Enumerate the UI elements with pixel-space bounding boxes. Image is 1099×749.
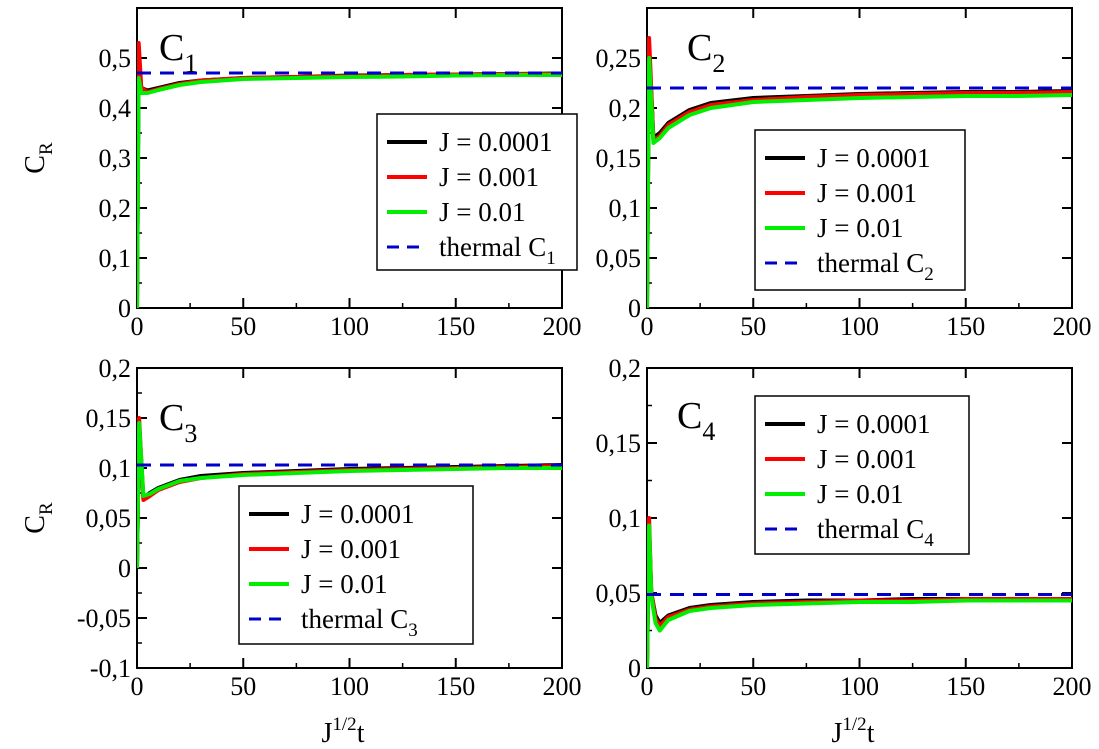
legend-entry-label: J = 0.0001	[439, 127, 552, 157]
legend-entry-label: J = 0.01	[817, 479, 903, 509]
legend-entry-label: J = 0.001	[817, 444, 917, 474]
legend-entry-label: thermal C1	[439, 232, 556, 269]
x-tick-label: 150	[946, 672, 985, 701]
legend-entry-label: J = 0.01	[439, 197, 525, 227]
y-axis-label: CR	[20, 502, 57, 534]
x-tick-label: 100	[330, 672, 369, 701]
legend: J = 0.0001 J = 0.001 J = 0.01 thermal C1	[376, 113, 578, 271]
y-tick-label: 0,3	[99, 144, 132, 173]
x-tick-label: 0	[641, 672, 654, 701]
panel-title: C4	[677, 395, 715, 446]
y-tick-label: 0,05	[86, 504, 132, 533]
y-tick-label: 0,15	[86, 404, 132, 433]
legend-entry-label: J = 0.001	[439, 162, 539, 192]
panel-title: C1	[159, 27, 197, 78]
y-tick-label: 0,2	[99, 194, 132, 223]
y-tick-label: 0	[118, 554, 131, 583]
legend-entry-label: J = 0.01	[301, 569, 387, 599]
legend-entry-label: J = 0.01	[817, 213, 903, 243]
y-tick-label: 0,2	[99, 354, 132, 383]
legend: J = 0.0001 J = 0.001 J = 0.01 thermal C2	[754, 129, 966, 291]
x-axis-label: J1/2t	[832, 714, 875, 749]
y-tick-label: 0,25	[596, 44, 642, 73]
y-tick-label: 0,4	[99, 94, 132, 123]
series-line-2	[137, 73, 562, 308]
y-tick-label: 0,1	[609, 194, 642, 223]
y-tick-label: 0,1	[609, 504, 642, 533]
y-tick-label: 0	[628, 294, 641, 323]
legend-entry-label: J = 0.001	[817, 178, 917, 208]
x-tick-label: 0	[641, 312, 654, 341]
y-tick-label: 0,15	[596, 429, 642, 458]
x-tick-label: 50	[740, 672, 766, 701]
legend-entry-label: J = 0.001	[301, 534, 401, 564]
legend-entry-label: thermal C2	[817, 248, 934, 285]
series-group	[137, 41, 562, 308]
legend: J = 0.0001 J = 0.001 J = 0.01 thermal C3	[238, 485, 474, 645]
panel-title: C2	[687, 27, 725, 78]
series-line-2	[647, 56, 1072, 308]
panel-c1: 0 50 100 150 200 0 0,1 0,2 0,3 0,4 0,5 CR C1 J = 0.00…	[20, 7, 582, 341]
series-group	[647, 36, 1072, 308]
series-group	[647, 516, 1072, 668]
x-tick-label: 50	[230, 312, 256, 341]
x-tick-label: 100	[840, 672, 879, 701]
legend: J = 0.0001 J = 0.001 J = 0.01 thermal C4	[754, 395, 970, 555]
x-tick-label: 200	[1053, 312, 1092, 341]
series-line-2	[647, 523, 1072, 668]
x-tick-label: 150	[436, 312, 475, 341]
panel-c2: 0 50 100 150 200 0 0,05 0,1 0,15 0,2 0,25 C2 J = 0.0…	[596, 7, 1092, 341]
legend-entry-label: thermal C3	[301, 604, 418, 641]
y-tick-label: 0,5	[99, 44, 132, 73]
x-tick-label: 50	[740, 312, 766, 341]
y-tick-label: 0,15	[596, 144, 642, 173]
y-tick-label: 0,2	[609, 354, 642, 383]
y-tick-label: 0,05	[596, 244, 642, 273]
y-axis-label: CR	[20, 142, 57, 174]
x-tick-label: 0	[131, 672, 144, 701]
x-tick-label: 200	[1053, 672, 1092, 701]
x-tick-label: 200	[543, 672, 582, 701]
panel-c3: 0 50 100 150 200 -0,1 -0,05 0 0,05 0,1 0,15 0,2 CR J1…	[20, 354, 582, 749]
y-tick-label: 0,1	[99, 244, 132, 273]
legend-entry-label: J = 0.0001	[301, 499, 414, 529]
y-tick-label: 0,2	[609, 94, 642, 123]
x-tick-label: 100	[330, 312, 369, 341]
legend-entry-label: J = 0.0001	[817, 409, 930, 439]
series-line-2	[137, 421, 562, 569]
y-tick-label: 0,1	[99, 454, 132, 483]
x-tick-label: 150	[946, 312, 985, 341]
x-tick-label: 200	[543, 312, 582, 341]
y-tick-label: 0	[628, 654, 641, 683]
y-tick-label: 0,05	[596, 579, 642, 608]
panel-title: C3	[159, 397, 197, 448]
x-tick-label: 0	[131, 312, 144, 341]
x-axis-label: J1/2t	[322, 714, 365, 749]
y-tick-label: -0,05	[77, 604, 131, 633]
x-tick-label: 150	[436, 672, 475, 701]
legend-entry-label: J = 0.0001	[817, 143, 930, 173]
x-tick-label: 100	[840, 312, 879, 341]
y-tick-label: 0	[118, 294, 131, 323]
panel-c4: 0 50 100 150 200 0 0,05 0,1 0,15 0,2 J1/2t C4 J = 0.…	[596, 354, 1092, 749]
legend-entry-label: thermal C4	[817, 514, 934, 551]
series-group	[137, 416, 562, 569]
y-tick-label: -0,1	[90, 654, 131, 683]
x-tick-label: 50	[230, 672, 256, 701]
